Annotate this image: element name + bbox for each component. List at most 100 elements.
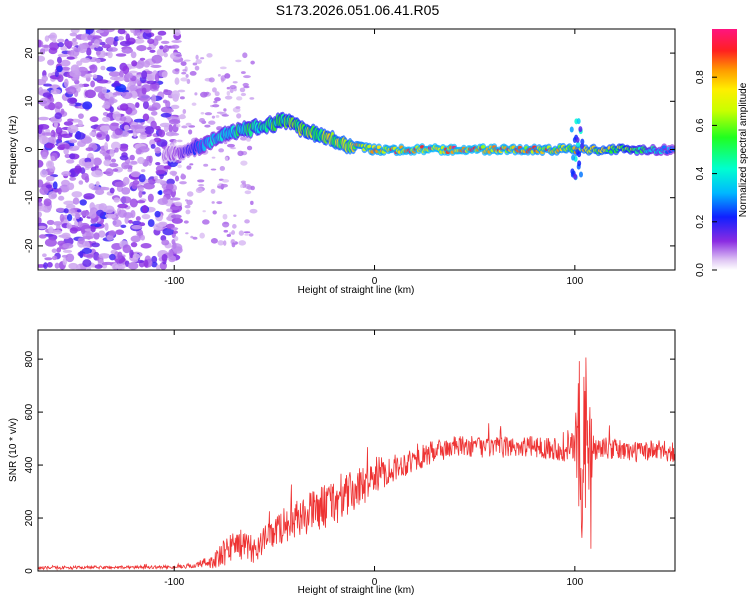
spectrogram-cell — [169, 197, 181, 201]
colorbar-gradient — [712, 29, 737, 270]
spectrogram-cell — [170, 227, 179, 231]
colorbar-tick-label: 0.4 — [695, 166, 706, 180]
spectrogram-cell — [199, 117, 205, 123]
spectrogram-cell — [250, 200, 254, 205]
spectrogram-cell — [41, 75, 48, 83]
spectrogram-cell — [38, 124, 50, 130]
spectrogram-cell — [208, 77, 215, 83]
spectrogram-cell — [217, 240, 224, 246]
spectrogram-cell — [578, 171, 583, 178]
spectrogram-cell — [132, 253, 141, 260]
spectrogram-cell — [155, 161, 161, 166]
spectrogram-cell — [141, 70, 148, 80]
spectrogram-cell — [91, 170, 104, 178]
spectrogram-cell — [55, 207, 66, 212]
spectrogram-cell — [42, 92, 52, 98]
snr-x-label: Height of straight line (km) — [298, 585, 415, 596]
spectrogram-cell — [69, 32, 78, 37]
spectrogram-cell — [81, 172, 89, 180]
snr-x-tick-label: 0 — [372, 577, 378, 588]
spectrogram-cell — [219, 165, 226, 171]
spectrogram-cell — [108, 96, 115, 106]
spectrogram-cell — [104, 222, 109, 231]
spectrogram-cell — [163, 188, 173, 196]
spectrogram-cell — [82, 101, 93, 110]
spectrogram-cell — [244, 233, 249, 236]
spectrogram-cell — [223, 240, 227, 246]
spectrogram-cell — [67, 118, 74, 122]
spectrogram-cell — [176, 139, 183, 143]
spectrogram-cell — [170, 104, 180, 110]
spectrogram-cell — [89, 116, 99, 123]
spectrogram-cell — [580, 143, 585, 150]
spectrogram-cell — [61, 232, 71, 240]
spectrogram-cell — [250, 60, 255, 65]
spectrogram-cell — [46, 262, 53, 268]
spectrogram-cell — [76, 60, 83, 66]
spectrogram-cell — [39, 48, 46, 55]
spectrogram-cell — [44, 143, 56, 149]
spectrogram-cell — [174, 175, 180, 182]
spectrogram-cell — [59, 213, 65, 223]
spectrogram-cell — [78, 113, 84, 119]
spectrogram-cell — [200, 57, 205, 60]
spectrogram-cell — [101, 262, 108, 266]
spectrogram-cell — [96, 133, 102, 138]
spectrogram-cell — [192, 62, 198, 66]
spectrogram-cell — [72, 38, 77, 42]
spectrogram-cell — [142, 113, 150, 122]
spectrogram-cell — [104, 213, 117, 219]
spectrogram-cell — [183, 59, 191, 62]
spectrogram-cell — [63, 78, 69, 88]
spectrogram-cell — [189, 163, 194, 166]
spectrogram-cells — [38, 29, 258, 270]
snr-y-tick-label: 200 — [24, 509, 35, 526]
spectrogram-cell — [92, 157, 102, 166]
spectrogram-cell — [216, 128, 222, 131]
spectrogram-cell — [83, 161, 94, 169]
spectrogram-cell — [154, 73, 160, 83]
spectrogram-cell — [204, 112, 213, 116]
spectrogram-cell — [147, 219, 155, 227]
spectrogram-cell — [140, 169, 146, 173]
spectrogram-cell — [174, 201, 183, 207]
spectrogram-cell — [110, 141, 121, 151]
spectrogram-cell — [242, 82, 249, 87]
spectrogram-cell — [60, 59, 71, 67]
spectrogram-cell — [62, 249, 73, 253]
spectrogram-cell — [141, 87, 147, 95]
spectrogram-cell — [122, 176, 130, 186]
spectrogram-cell — [139, 57, 146, 61]
spectrogram-cell — [131, 182, 138, 190]
spectrogram-cell — [130, 160, 138, 165]
spectrogram-cell — [101, 44, 112, 49]
spectrogram-cell — [166, 208, 173, 213]
snr-line — [38, 357, 675, 571]
spectrogram-cell — [121, 187, 131, 195]
spectrogram-cell — [139, 133, 147, 140]
spectrogram-cell — [571, 154, 576, 161]
spectrogram-cell — [569, 126, 574, 133]
spectrogram-cell — [210, 188, 216, 194]
spectrogram-cell — [243, 85, 250, 89]
spectrogram-x-tick-label: 100 — [566, 276, 583, 287]
spectrogram-y-tick-label: -10 — [24, 190, 35, 205]
spectrogram-cell — [114, 147, 119, 153]
spectrogram-cell — [171, 217, 183, 224]
spectrogram-cell — [235, 59, 242, 63]
spectrogram-cell — [38, 225, 47, 230]
spectrogram-cell — [117, 203, 128, 209]
spectrogram-cell — [137, 156, 145, 165]
spectrogram-cell — [44, 35, 50, 42]
spectrogram-cell — [124, 216, 129, 224]
spectrogram-cell — [160, 112, 172, 118]
spectrogram-cell — [170, 206, 180, 211]
spectrogram-cell — [223, 229, 229, 233]
spectrogram-cell — [159, 122, 171, 128]
spectrogram-cell — [181, 125, 188, 129]
spectrogram-cell — [138, 190, 143, 198]
spectrogram-cell — [480, 145, 486, 149]
spectrogram-cell — [57, 187, 62, 195]
spectrogram-cell — [65, 86, 77, 95]
